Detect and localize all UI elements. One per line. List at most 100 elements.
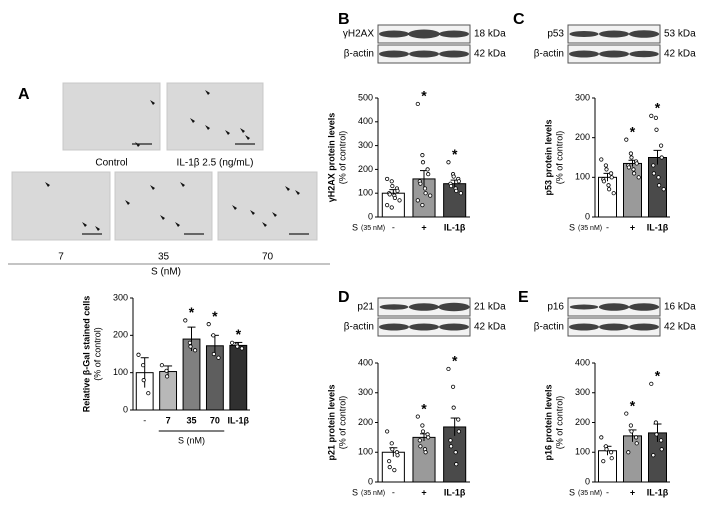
data-point	[146, 391, 151, 396]
data-point	[456, 429, 461, 434]
y-tick-label: 200	[575, 417, 590, 427]
arrowhead	[175, 222, 180, 227]
arrowhead	[225, 130, 230, 135]
error-bar	[140, 357, 149, 388]
y-axis-sublabel: (% of control)	[337, 396, 347, 450]
data-point	[420, 203, 425, 208]
data-point	[608, 450, 614, 455]
blot-size: 42 kDa	[474, 49, 506, 60]
blot-band	[379, 323, 409, 331]
data-point	[390, 447, 395, 452]
data-point	[451, 405, 456, 410]
data-point	[420, 153, 425, 158]
arrowhead	[245, 135, 250, 140]
y-tick-label: 200	[113, 330, 128, 340]
data-point	[624, 137, 629, 142]
x-tick-label: IL-1β	[228, 415, 250, 425]
x-axis-note: (35 nM)	[578, 490, 602, 497]
data-point	[631, 171, 637, 176]
data-point	[654, 127, 659, 132]
micrograph	[62, 82, 161, 151]
data-point	[385, 203, 390, 208]
data-point	[389, 441, 394, 446]
image-caption: 70	[262, 252, 274, 263]
data-point	[626, 165, 632, 170]
blot-size: 16 kDa	[664, 302, 696, 313]
data-point	[601, 459, 606, 464]
data-point	[235, 344, 240, 349]
data-point	[385, 429, 390, 434]
y-tick-label: 0	[368, 476, 373, 486]
y-axis-sublabel: (% of control)	[92, 327, 102, 381]
arrowhead	[82, 222, 87, 227]
blot-band	[569, 304, 599, 310]
data-point	[626, 450, 631, 455]
arrowhead	[240, 128, 245, 133]
data-point	[458, 191, 463, 196]
significance: *	[189, 304, 195, 320]
data-point	[446, 160, 451, 165]
arrowhead	[45, 182, 50, 187]
arrowhead	[180, 182, 185, 187]
data-point	[164, 368, 169, 373]
arrowhead	[285, 186, 290, 191]
blot-protein: β-actin	[534, 322, 564, 333]
data-point	[608, 171, 614, 176]
data-point	[165, 374, 170, 379]
micrograph	[166, 82, 264, 151]
blot-band	[438, 302, 470, 312]
significance: *	[421, 400, 427, 416]
data-point	[395, 188, 400, 193]
y-tick-label: 300	[575, 387, 590, 397]
x-tick-label: +	[421, 487, 426, 497]
image-caption: Control	[95, 158, 127, 169]
data-point	[418, 444, 423, 449]
image-caption: 7	[58, 252, 64, 263]
y-axis-sublabel: (% of control)	[554, 396, 564, 450]
data-point	[420, 160, 426, 165]
blot-size: 42 kDa	[474, 322, 506, 333]
blot-band	[409, 323, 439, 331]
x-tick-label: +	[630, 487, 635, 497]
data-point	[389, 205, 394, 210]
data-point	[450, 384, 456, 389]
y-tick-label: 300	[358, 140, 373, 150]
data-point	[418, 181, 423, 186]
y-tick-label: 100	[358, 188, 373, 198]
blot-band	[439, 323, 469, 331]
arrowhead	[190, 118, 195, 123]
significance: *	[655, 368, 661, 384]
data-point	[628, 151, 634, 156]
y-tick-label: 200	[575, 132, 590, 142]
data-point	[392, 195, 398, 201]
data-point	[415, 198, 420, 203]
data-point	[188, 344, 193, 349]
data-point	[426, 435, 431, 440]
data-point	[653, 420, 659, 425]
blot-band	[599, 323, 629, 331]
significance: *	[236, 326, 242, 342]
bar	[412, 436, 436, 483]
data-point	[599, 157, 604, 162]
x-tick-label: IL-1β	[647, 487, 669, 497]
data-point	[193, 348, 198, 353]
blot-band	[569, 31, 599, 37]
data-point	[415, 101, 420, 107]
significance: *	[421, 88, 427, 104]
data-point	[651, 163, 656, 168]
significance: *	[452, 353, 458, 369]
data-point	[599, 435, 604, 440]
data-point	[390, 183, 395, 189]
y-tick-label: 0	[585, 211, 590, 221]
bar	[598, 176, 617, 218]
group-label: S (nM)	[151, 267, 181, 278]
data-point	[239, 346, 244, 351]
arrowhead	[250, 210, 255, 215]
blot-band	[408, 303, 440, 311]
blot-band	[439, 50, 469, 58]
blot-band	[569, 50, 599, 58]
data-point	[448, 444, 454, 449]
data-point	[211, 351, 216, 357]
significance: *	[630, 397, 636, 413]
data-point	[428, 193, 433, 198]
